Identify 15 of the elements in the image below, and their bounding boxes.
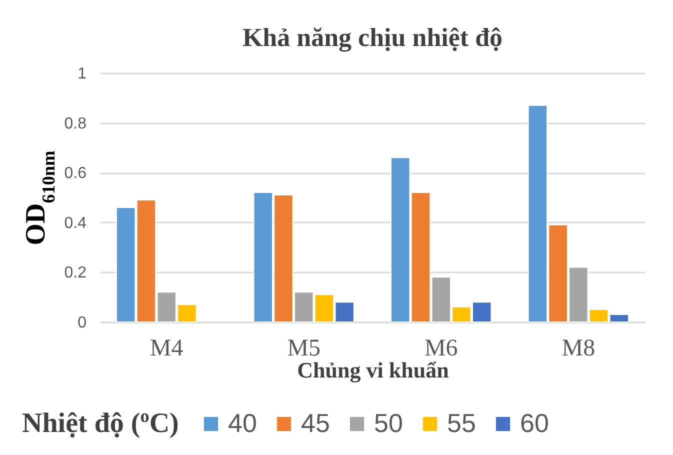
- legend-label: 50: [374, 408, 403, 438]
- legend-title: Nhiệt độ ($^{o}$C): [22, 406, 179, 439]
- chart-title: Khả năng chịu nhiệt độ: [242, 23, 503, 52]
- legend-label: 45: [301, 408, 330, 438]
- x-tick-label: M4: [150, 336, 184, 362]
- y-tick-label: 0.4: [64, 214, 87, 232]
- y-tick-label: 0.8: [64, 115, 87, 132]
- y-tick-label: 0.2: [64, 264, 87, 282]
- legend-label: 60: [520, 408, 549, 438]
- y-tick-label: 0.6: [64, 165, 87, 182]
- legend-label: 40: [228, 408, 257, 438]
- x-tick-label: M8: [562, 336, 596, 362]
- y-tick-label: 1: [78, 66, 87, 82]
- y-tick-label: 0: [78, 314, 87, 332]
- legend-label: 55: [447, 408, 476, 438]
